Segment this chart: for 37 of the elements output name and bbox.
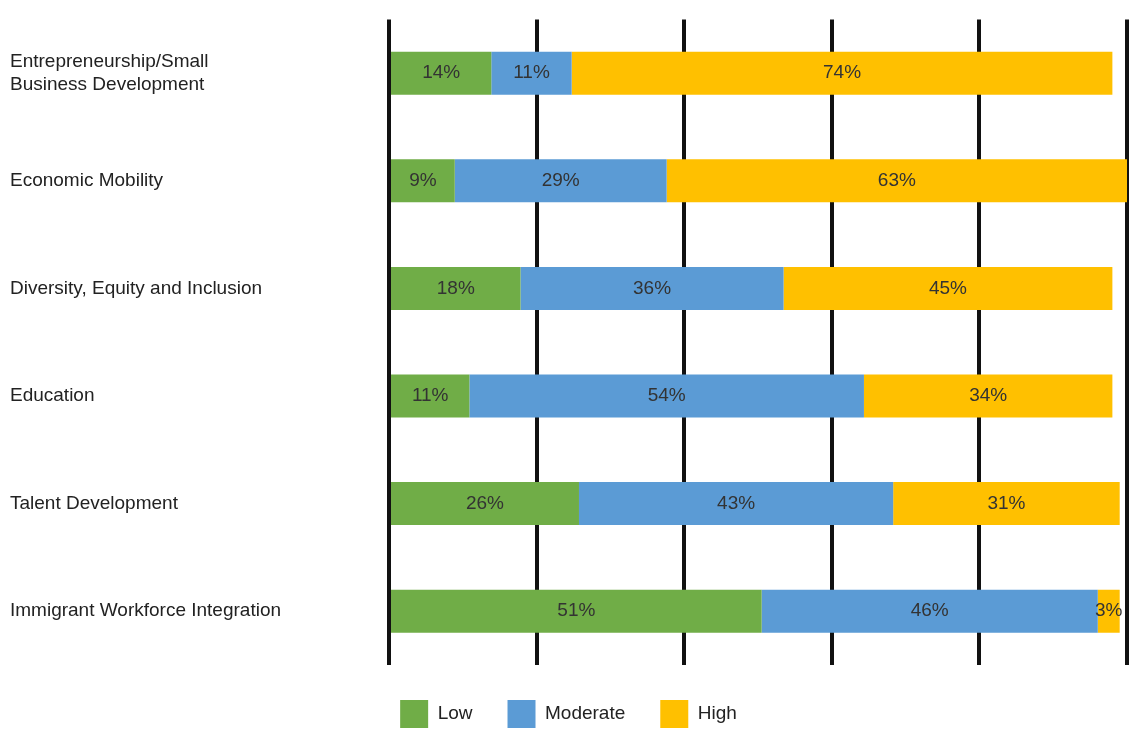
legend-label: Low: [437, 702, 473, 724]
data-label: 63%: [877, 169, 916, 191]
y-tick-label: Immigrant Workforce Integration: [10, 599, 282, 621]
data-label: 11%: [513, 61, 550, 83]
bar: [783, 266, 1113, 310]
data-label: 45%: [928, 276, 968, 298]
y-tick-label: Talent Development: [10, 491, 179, 513]
data-label: 18%: [436, 276, 475, 298]
data-label: 31%: [987, 491, 1026, 513]
bar: [893, 482, 1120, 526]
data-label: 29%: [541, 169, 580, 191]
y-tick-label: Diversity, Equity and Inclusion: [10, 276, 263, 298]
data-label: 14%: [422, 61, 461, 83]
data-label: 34%: [969, 384, 1008, 406]
bar: [666, 159, 1127, 203]
data-label: 74%: [823, 61, 862, 83]
data-label: 46%: [910, 599, 949, 621]
data-label: 51%: [557, 599, 596, 621]
y-tick-label: Education: [10, 384, 95, 406]
bar: [578, 482, 894, 526]
data-label: 36%: [633, 276, 672, 298]
bar: [520, 266, 784, 310]
bar: [761, 589, 1098, 633]
data-label: 26%: [465, 491, 505, 513]
bar: [454, 159, 667, 203]
bar: [469, 374, 864, 418]
y-tick-label: Entrepreneurship/Small Business Development: [10, 50, 209, 94]
bar: [571, 51, 1113, 95]
bar: [863, 374, 1113, 418]
data-label: 11%: [411, 384, 449, 406]
legend-label: Moderate: [545, 702, 626, 724]
legend-label: High: [697, 702, 737, 724]
data-label: 43%: [717, 491, 756, 513]
data-label: 54%: [647, 384, 686, 406]
y-tick-label: Economic Mobility: [10, 169, 164, 191]
bar: [491, 51, 572, 95]
data-label: 9%: [409, 169, 437, 191]
